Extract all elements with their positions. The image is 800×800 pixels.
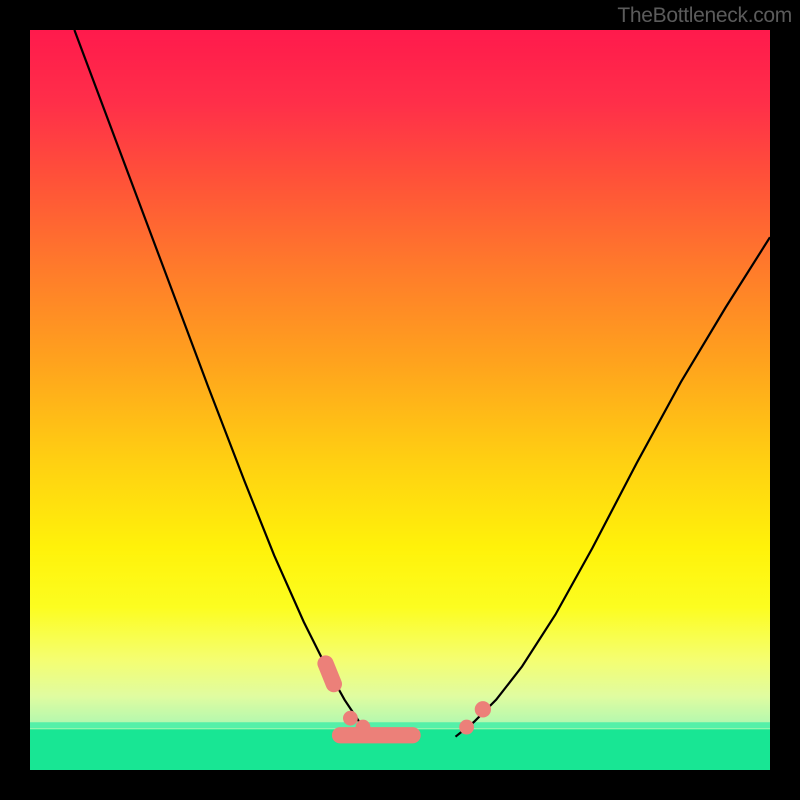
optimum-marker: [332, 727, 421, 743]
attribution-label: TheBottleneck.com: [617, 4, 792, 28]
gradient-background: [30, 30, 770, 770]
optimum-marker: [475, 701, 491, 717]
optimum-marker: [459, 720, 474, 735]
chart-frame: TheBottleneck.com: [0, 0, 800, 800]
plot-area: [30, 30, 770, 770]
chart-svg: [30, 30, 770, 770]
optimum-marker: [343, 711, 358, 726]
